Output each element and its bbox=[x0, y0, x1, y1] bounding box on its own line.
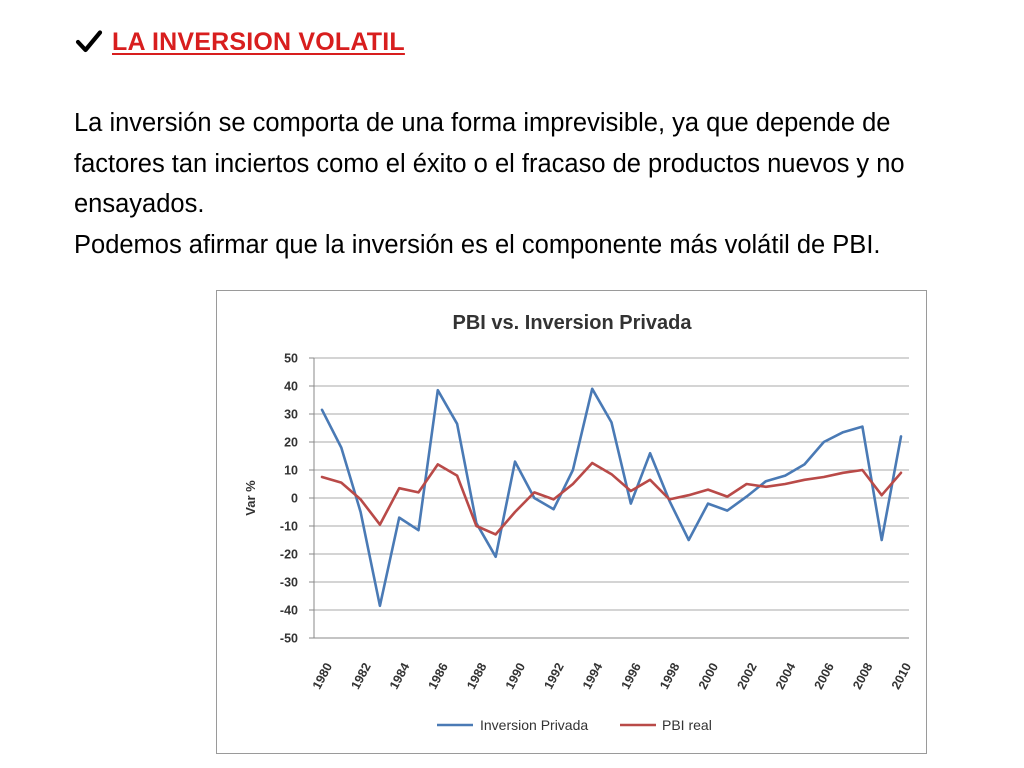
y-tick-label: -20 bbox=[280, 548, 298, 562]
x-tick-label: 1982 bbox=[348, 661, 373, 692]
x-tick-label: 1986 bbox=[426, 661, 451, 692]
legend-label: PBI real bbox=[662, 717, 712, 733]
y-tick-label: 20 bbox=[284, 436, 298, 450]
heading-text: LA INVERSION VOLATIL bbox=[112, 27, 405, 56]
x-tick-label: 2000 bbox=[696, 661, 721, 692]
y-tick-label: -40 bbox=[280, 604, 298, 618]
x-tick-label: 1988 bbox=[464, 661, 489, 692]
chart-title: PBI vs. Inversion Privada bbox=[453, 312, 693, 334]
y-tick-label: -30 bbox=[280, 576, 298, 590]
x-tick-labels: 1980 1982 1984 1986 1988 1990 1992 1994 1996 1998… bbox=[310, 661, 914, 692]
y-tick-label: 10 bbox=[284, 464, 298, 478]
body-text: La inversión se comporta de una forma im… bbox=[74, 103, 974, 265]
x-tick-label: 1994 bbox=[580, 661, 605, 692]
x-tick-label: 1992 bbox=[541, 661, 566, 692]
y-tick-label: 50 bbox=[284, 352, 298, 366]
paragraph-1: La inversión se comporta de una forma im… bbox=[74, 109, 905, 218]
y-tick-label: 40 bbox=[284, 380, 298, 394]
x-tick-label: 1998 bbox=[657, 661, 682, 692]
line-chart: PBI vs. Inversion Privada 50403020100-10… bbox=[243, 312, 914, 733]
y-tick-label: -50 bbox=[280, 632, 298, 646]
y-tick-label: 0 bbox=[291, 492, 298, 506]
paragraph-2: Podemos afirmar que la inversión es el c… bbox=[74, 230, 881, 259]
x-tick-label: 1990 bbox=[503, 661, 528, 692]
y-tick-label: -10 bbox=[280, 520, 298, 534]
x-tick-label: 2010 bbox=[889, 661, 914, 692]
legend: Inversion Privada PBI real bbox=[437, 717, 712, 733]
x-tick-label: 2006 bbox=[812, 661, 837, 692]
y-tick-labels: 50 40 30 20 10 0 -10 -20 -30 -40 -50 bbox=[280, 352, 298, 646]
series-line-pbi-real bbox=[320, 461, 903, 536]
x-tick-label: 2008 bbox=[850, 661, 875, 692]
slide-heading: LA INVERSION VOLATIL bbox=[74, 22, 405, 62]
legend-label: Inversion Privada bbox=[480, 717, 588, 733]
x-tick-label: 1996 bbox=[619, 661, 644, 692]
grid-lines bbox=[309, 357, 909, 639]
axes bbox=[313, 358, 909, 639]
x-tick-label: 1980 bbox=[310, 661, 335, 692]
chart-frame: PBI vs. Inversion Privada 50 40 30 20 10 0 -10… bbox=[216, 290, 927, 754]
x-tick-label: 1984 bbox=[387, 661, 412, 692]
y-tick-label: 30 bbox=[284, 408, 298, 422]
x-tick-label: 2002 bbox=[734, 661, 759, 692]
series-line-inversion-privada bbox=[320, 387, 903, 608]
series-lines bbox=[320, 387, 903, 608]
y-axis-title: Var % bbox=[243, 480, 258, 516]
x-tick-label: 2004 bbox=[773, 661, 798, 692]
check-icon bbox=[75, 30, 103, 53]
